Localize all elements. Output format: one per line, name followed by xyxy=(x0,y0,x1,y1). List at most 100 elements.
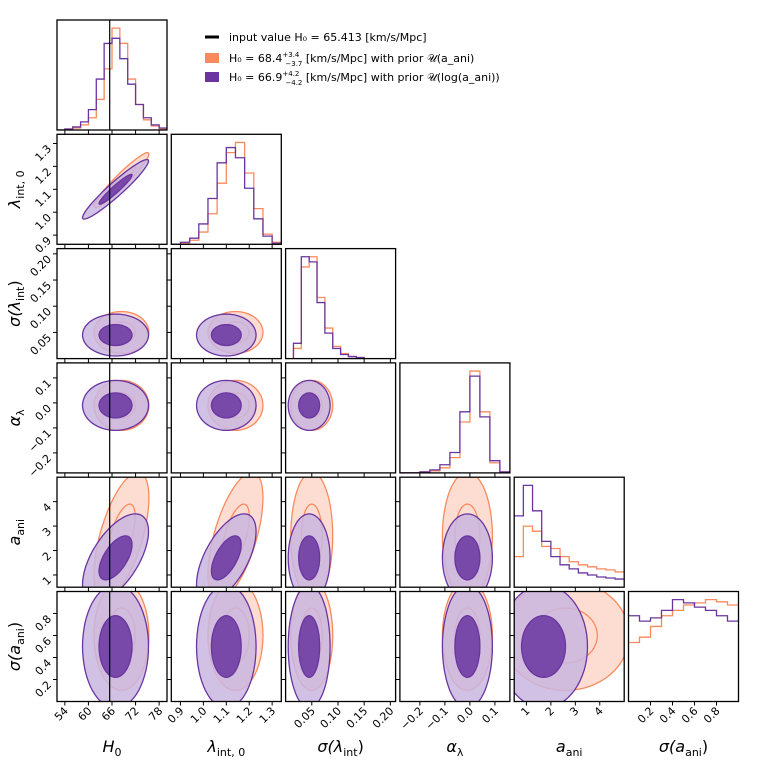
panel-frame xyxy=(513,476,625,588)
label-main: σ(λ xyxy=(317,737,343,756)
axis-label: aani xyxy=(5,519,27,546)
y-tick-label: 0.15 xyxy=(28,279,55,306)
panel xyxy=(81,248,150,359)
contour xyxy=(98,173,133,205)
legend-sup: +4.2 xyxy=(282,70,299,78)
contour xyxy=(98,392,133,419)
y-tick-label: 0.20 xyxy=(28,253,55,280)
axis-label: λint, 0 xyxy=(206,737,245,759)
legend-part: [km/s/Mpc] with prior 𝒰(log(a_ani)) xyxy=(302,71,499,84)
histogram xyxy=(399,370,510,473)
panel-frame xyxy=(399,362,511,474)
panel-frame xyxy=(627,590,740,703)
contour xyxy=(520,615,567,678)
contour xyxy=(210,323,242,347)
panel xyxy=(441,477,494,588)
x-tick-label: 1.3 xyxy=(257,704,279,726)
panel xyxy=(287,591,334,702)
panel xyxy=(514,484,625,580)
label-main: a xyxy=(5,536,24,546)
label-tail: ) xyxy=(5,280,24,286)
legend-part: [km/s/Mpc] xyxy=(362,31,427,44)
label-tail: ) xyxy=(702,737,708,756)
y-tick-label: 0.2 xyxy=(33,678,55,700)
panel xyxy=(287,379,334,432)
x-tick-label: −0.2 xyxy=(398,704,426,732)
y-tick-label: 0.10 xyxy=(28,305,55,332)
contour xyxy=(210,615,242,678)
y-tick-label: 2 xyxy=(40,549,54,563)
y-tick-label: 0.0 xyxy=(33,402,55,424)
panel-frame xyxy=(284,362,397,474)
panel-frame xyxy=(513,590,625,703)
panel xyxy=(399,370,510,473)
histogram xyxy=(171,146,282,245)
label-sub: 0 xyxy=(115,746,122,759)
y-tick-label: 1.3 xyxy=(33,142,55,164)
label-sub: int, 0 xyxy=(14,170,27,198)
legend-text: input value H₀ = 65.413 [km/s/Mpc] xyxy=(229,31,427,44)
legend-text: H₀ = 66.9+4.2 −4.2 [km/s/Mpc] with prior … xyxy=(229,70,500,87)
y-tick-label: 0.8 xyxy=(33,612,55,634)
x-tick-label: 54 xyxy=(52,704,71,723)
x-tick-label: −0.1 xyxy=(423,704,451,732)
contour xyxy=(298,392,321,419)
panel xyxy=(514,591,625,702)
legend-part: H₀ = 68.4 xyxy=(229,52,282,65)
y-tick-label: 0.6 xyxy=(33,634,55,656)
label-sub: int xyxy=(14,286,27,301)
panel-frame xyxy=(284,247,397,360)
y-tick-label: 0.1 xyxy=(33,377,55,399)
x-tick-label: 0.1 xyxy=(479,704,501,726)
contour xyxy=(98,615,133,678)
panel-frame xyxy=(284,476,397,588)
label-main: α xyxy=(446,737,457,756)
x-tick-label: 0.6 xyxy=(679,704,701,726)
axis-label: σ(aani) xyxy=(659,737,708,759)
panel xyxy=(81,477,150,588)
label-main: α xyxy=(5,415,24,426)
label-sub: int, 0 xyxy=(217,746,245,759)
panel xyxy=(171,141,282,245)
label-sub: ani xyxy=(685,746,702,759)
x-tick-label: 0.0 xyxy=(454,704,476,726)
contour xyxy=(454,615,481,678)
x-tick-label: 78 xyxy=(146,704,165,723)
panel xyxy=(195,379,264,432)
axis-label: aani xyxy=(556,737,583,759)
y-tick-label: 1.0 xyxy=(33,211,55,233)
x-tick-label: 0.20 xyxy=(370,704,397,731)
label-sub: λ xyxy=(14,409,27,416)
y-tick-label: 0.9 xyxy=(33,234,55,256)
legend-part: [km/s/Mpc] with prior 𝒰(a_ani) xyxy=(302,52,474,65)
label-main: H xyxy=(102,737,114,756)
label-sub: ani xyxy=(566,746,583,759)
panel-frame xyxy=(399,476,511,588)
histogram xyxy=(628,598,739,644)
x-tick-label: 0.9 xyxy=(165,704,187,726)
contour xyxy=(298,535,321,581)
x-tick-label: 4 xyxy=(592,704,606,718)
x-tick-label: 0.15 xyxy=(344,704,371,731)
histogram xyxy=(285,256,396,359)
panel xyxy=(81,591,150,702)
axis-label: H0 xyxy=(102,737,121,759)
x-tick-label: 1.0 xyxy=(188,704,210,726)
panel-frame xyxy=(284,590,397,703)
histogram xyxy=(399,375,510,473)
contour xyxy=(210,535,242,581)
legend-sup: +3.4 xyxy=(282,51,300,59)
label-main: λ xyxy=(5,199,24,209)
x-tick-label: 2 xyxy=(543,704,557,718)
panel xyxy=(287,477,334,588)
label-tail: ) xyxy=(358,737,364,756)
label-main: λ xyxy=(206,737,216,756)
x-tick-label: 0.4 xyxy=(657,704,679,726)
x-tick-label: 0.10 xyxy=(318,704,345,731)
x-tick-label: 1.2 xyxy=(234,704,256,726)
x-tick-label: 0.2 xyxy=(635,704,657,726)
label-main: σ(a xyxy=(5,645,24,671)
axis-label: σ(aani) xyxy=(5,622,27,671)
y-tick-label: 1 xyxy=(40,574,54,588)
